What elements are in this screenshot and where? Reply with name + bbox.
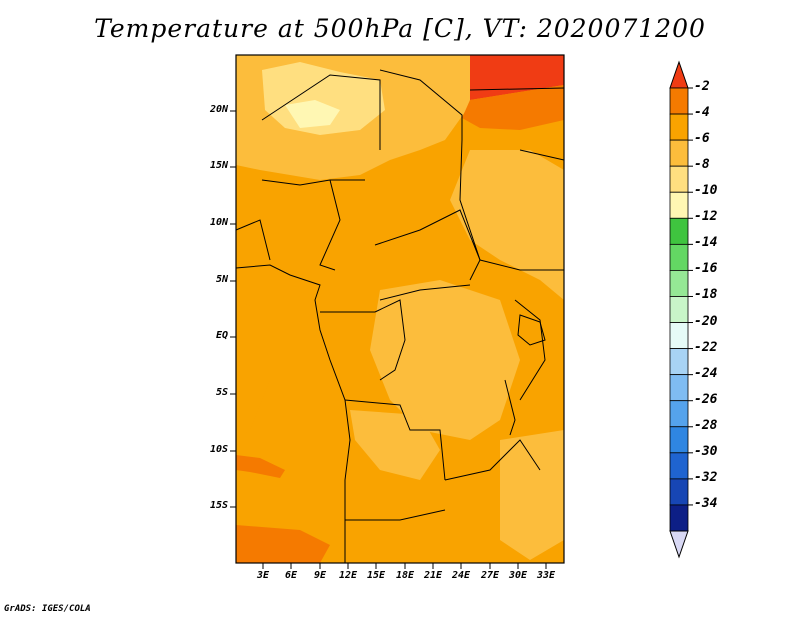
lon-label-12e: 12E bbox=[338, 570, 358, 581]
colorbar-label: -10 bbox=[694, 183, 718, 199]
colorbar-label: -8 bbox=[694, 157, 710, 173]
colorbar-segment bbox=[669, 87, 689, 115]
lon-ticks bbox=[262, 563, 547, 569]
lon-label-33e: 33E bbox=[536, 570, 556, 581]
colorbar-label: -12 bbox=[694, 209, 718, 225]
lat-label-20n: 20N bbox=[209, 104, 228, 115]
shade-southeast-light bbox=[500, 430, 564, 560]
temperature-shading bbox=[236, 55, 564, 563]
lat-ticks bbox=[230, 110, 236, 508]
colorbar-segment bbox=[669, 478, 689, 506]
border-libya-chad bbox=[379, 69, 463, 140]
border-egypt-sudan bbox=[469, 87, 565, 91]
shade-southwest-warm bbox=[236, 455, 285, 478]
colorbar-segment bbox=[669, 270, 689, 297]
lat-label-5n: 5N bbox=[215, 274, 228, 285]
colorbar-label: -20 bbox=[694, 313, 718, 329]
shade-north-palest bbox=[285, 100, 340, 128]
colorbar-segment bbox=[669, 374, 689, 402]
colorbar-label: -28 bbox=[694, 417, 718, 433]
lat-label-15n: 15N bbox=[209, 160, 228, 171]
colorbar-segment bbox=[669, 452, 689, 480]
colorbar-segment bbox=[669, 217, 689, 245]
colorbar-label: -16 bbox=[694, 261, 718, 277]
border-drc-angola bbox=[344, 399, 446, 481]
colorbar-segment bbox=[669, 400, 689, 428]
colorbar-segment bbox=[669, 113, 689, 141]
coastline-west bbox=[235, 264, 351, 563]
country-borders bbox=[235, 69, 565, 563]
lon-label-15e: 15E bbox=[366, 570, 386, 581]
border-east bbox=[514, 299, 546, 401]
shade-east-light bbox=[450, 150, 564, 300]
colorbar-segment bbox=[669, 426, 689, 454]
colorbar-segment bbox=[669, 243, 689, 271]
border-ethiopia bbox=[519, 149, 565, 161]
border-nigeria-cameroon bbox=[319, 179, 341, 271]
colorbar-bottom-arrow bbox=[669, 530, 689, 559]
shade-west-light bbox=[236, 300, 270, 440]
lat-label-eq: EQ bbox=[215, 330, 228, 341]
shade-southwest-warm2 bbox=[236, 525, 330, 563]
border-chad-sudan bbox=[459, 139, 481, 261]
border-zambia bbox=[444, 439, 541, 481]
colorbar-label: -14 bbox=[694, 235, 718, 251]
colorbar-segment bbox=[669, 139, 689, 167]
lon-label-6e: 6E bbox=[284, 570, 298, 581]
colorbar-label: -26 bbox=[694, 391, 718, 407]
colorbar-label: -18 bbox=[694, 287, 718, 303]
colorbar bbox=[669, 60, 693, 559]
shade-south-light bbox=[350, 410, 440, 480]
colorbar-segment bbox=[669, 165, 689, 193]
colorbar-label: -30 bbox=[694, 443, 718, 459]
border-niger-algeria bbox=[261, 74, 381, 150]
map-frame bbox=[235, 54, 565, 564]
lon-label-21e: 21E bbox=[423, 570, 443, 581]
colorbar-segment bbox=[669, 322, 689, 349]
lake-victoria bbox=[517, 314, 546, 346]
shade-northeast-hot bbox=[470, 55, 564, 100]
colorbar-top-arrow bbox=[669, 60, 689, 89]
colorbar-label: -6 bbox=[694, 131, 710, 147]
border-car bbox=[374, 209, 481, 281]
border-angola-namibia bbox=[345, 509, 446, 521]
lat-label-15s: 15S bbox=[209, 500, 228, 511]
lon-label-3e: 3E bbox=[256, 570, 270, 581]
colorbar-label: -4 bbox=[694, 105, 710, 121]
shade-central-light bbox=[370, 280, 520, 440]
shade-northeast-warm bbox=[462, 85, 564, 130]
colorbar-label: -2 bbox=[694, 79, 710, 94]
lon-label-18e: 18E bbox=[395, 570, 415, 581]
lat-label-5s: 5S bbox=[215, 387, 228, 398]
lon-label-30e: 30E bbox=[508, 570, 528, 581]
lat-label-10s: 10S bbox=[209, 444, 228, 455]
colorbar-segment bbox=[669, 504, 689, 532]
border-niger-nigeria bbox=[261, 179, 365, 186]
lon-label-24e: 24E bbox=[451, 570, 471, 581]
colorbar-label: -22 bbox=[694, 339, 718, 355]
chart-title: Temperature at 500hPa [C], VT: 202007120… bbox=[94, 14, 706, 43]
colorbar-segment bbox=[669, 348, 689, 376]
lon-label-9e: 9E bbox=[313, 570, 327, 581]
colorbar-label: -24 bbox=[694, 365, 718, 381]
colorbar-segment bbox=[669, 191, 689, 219]
lon-label-27e: 27E bbox=[480, 570, 500, 581]
lake-tanganyika bbox=[504, 379, 516, 436]
border-sudan-south bbox=[479, 259, 564, 271]
lat-label-10n: 10N bbox=[209, 217, 228, 228]
border-westafrica bbox=[235, 219, 271, 261]
colorbar-label: -32 bbox=[694, 469, 718, 485]
footer-credit: GrADS: IGES/COLA bbox=[4, 604, 91, 614]
colorbar-label: -34 bbox=[694, 495, 718, 511]
border-congo-drc bbox=[374, 299, 406, 381]
colorbar-segment bbox=[669, 296, 689, 323]
border-car-drc bbox=[379, 284, 471, 301]
